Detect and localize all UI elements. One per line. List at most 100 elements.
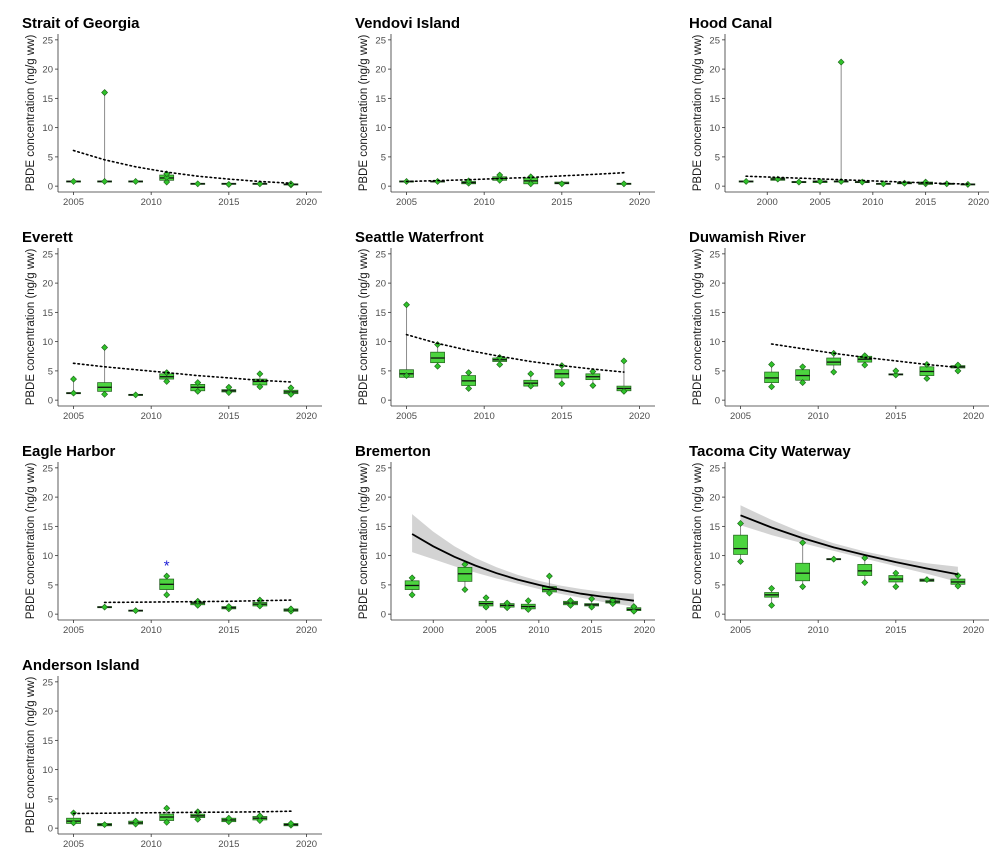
y-tick-label: 25 <box>709 35 720 46</box>
data-point <box>861 554 869 562</box>
panel: Seattle Waterfront PBDE concentration (ng… <box>355 229 655 422</box>
x-tick-label: 2020 <box>634 625 655 636</box>
data-point <box>589 368 597 375</box>
data-point <box>163 377 171 385</box>
data-point <box>620 180 628 188</box>
x-tick-label: 2020 <box>296 197 317 208</box>
data-point <box>901 179 908 187</box>
panel-title: Everett <box>22 229 73 246</box>
data-point <box>630 603 638 610</box>
y-tick-label: 20 <box>42 279 53 290</box>
y-tick-label: 10 <box>42 765 53 776</box>
x-tick-label: 2020 <box>963 625 984 636</box>
y-tick-label: 5 <box>381 580 386 591</box>
data-point <box>799 539 807 547</box>
x-tick-label: 2020 <box>296 839 317 850</box>
y-tick-label: 5 <box>48 152 53 163</box>
x-tick-label: 2005 <box>396 197 417 208</box>
data-point <box>163 804 171 812</box>
data-point <box>225 814 233 822</box>
data-point <box>287 390 295 398</box>
data-point <box>527 173 535 181</box>
y-tick-label: 10 <box>42 123 53 134</box>
panel: Hood Canal PBDE concentration (ng/g ww) 0 5… <box>689 15 989 208</box>
y-tick-label: 5 <box>48 366 53 377</box>
panel-title: Hood Canal <box>689 15 772 32</box>
data-point <box>408 591 416 599</box>
data-point <box>287 820 295 827</box>
data-point <box>163 170 171 178</box>
panel: Vendovi Island PBDE concentration (ng/g w… <box>355 15 655 208</box>
data-point <box>225 818 233 826</box>
data-point <box>256 180 264 188</box>
y-tick-label: 5 <box>715 580 720 591</box>
data-point <box>194 808 202 816</box>
data-point <box>892 569 900 577</box>
y-axis-label: PBDE concentration (ng/g ww) <box>692 249 704 406</box>
panel-title: Tacoma City Waterway <box>689 443 851 460</box>
data-point <box>954 367 962 375</box>
x-tick-label: 2005 <box>63 625 84 636</box>
x-tick-label: 2010 <box>141 625 162 636</box>
y-axis-label: PBDE concentration (ng/g ww) <box>25 35 37 192</box>
y-tick-label: 15 <box>375 308 386 319</box>
y-tick-label: 15 <box>42 736 53 747</box>
y-tick-label: 25 <box>709 249 720 260</box>
x-tick-label: 2020 <box>968 197 989 208</box>
data-point <box>558 380 566 388</box>
trend-line <box>411 533 635 602</box>
data-point <box>434 178 442 185</box>
y-tick-label: 10 <box>709 123 720 134</box>
x-tick-label: 2010 <box>862 197 883 208</box>
x-tick-label: 2010 <box>474 197 495 208</box>
y-tick-label: 20 <box>709 493 720 504</box>
y-tick-label: 20 <box>709 65 720 76</box>
x-tick-label: 2015 <box>581 625 602 636</box>
y-tick-label: 5 <box>48 580 53 591</box>
y-tick-label: 0 <box>48 182 53 193</box>
y-tick-label: 15 <box>375 94 386 105</box>
trend-line <box>770 343 959 369</box>
trend-line <box>740 514 959 576</box>
y-tick-label: 15 <box>709 94 720 105</box>
x-tick-label: 2020 <box>963 411 984 422</box>
y-tick-label: 10 <box>375 123 386 134</box>
x-tick-label: 2005 <box>730 625 751 636</box>
y-tick-label: 10 <box>42 337 53 348</box>
data-point <box>101 178 109 185</box>
y-tick-label: 20 <box>42 493 53 504</box>
y-tick-label: 10 <box>709 337 720 348</box>
data-point <box>194 379 202 387</box>
data-point <box>163 173 171 181</box>
data-point <box>837 58 845 66</box>
data-point <box>434 341 442 348</box>
panel-title: Anderson Island <box>22 657 140 674</box>
data-point <box>225 180 233 188</box>
significance-annotation: * <box>164 558 170 575</box>
data-point <box>403 372 410 379</box>
data-point <box>132 817 140 825</box>
data-point <box>194 815 202 823</box>
data-point <box>465 369 473 377</box>
data-point <box>892 367 900 375</box>
data-point <box>163 591 171 599</box>
y-tick-label: 25 <box>42 463 53 474</box>
data-point <box>287 605 295 613</box>
data-point <box>861 361 869 369</box>
data-point <box>892 583 900 591</box>
panel-title: Eagle Harbor <box>22 443 116 460</box>
y-axis-label: PBDE concentration (ng/g ww) <box>25 677 37 834</box>
data-point <box>482 594 490 602</box>
y-tick-label: 5 <box>381 366 386 377</box>
y-tick-label: 15 <box>42 522 53 533</box>
data-point <box>923 361 931 368</box>
x-tick-label: 2005 <box>475 625 496 636</box>
y-tick-label: 25 <box>42 249 53 260</box>
box <box>733 534 748 555</box>
data-point <box>287 384 295 392</box>
y-tick-label: 20 <box>375 493 386 504</box>
x-tick-label: 2020 <box>296 625 317 636</box>
y-axis-label: PBDE concentration (ng/g ww) <box>25 463 37 620</box>
data-point <box>496 361 504 368</box>
data-point <box>922 178 930 186</box>
